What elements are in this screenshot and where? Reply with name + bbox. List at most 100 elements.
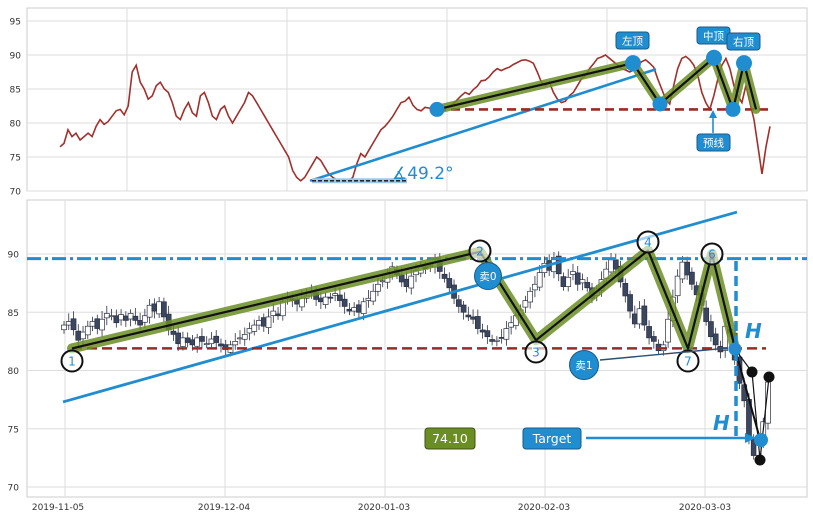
candle-body xyxy=(184,337,191,343)
pattern-point-label: 2 xyxy=(476,245,484,259)
candle-body xyxy=(265,316,272,328)
candle-body xyxy=(327,296,334,299)
candle-body xyxy=(175,332,182,345)
middle-top-label: 中顶 xyxy=(703,30,724,43)
top-y-tick-label: 90 xyxy=(10,52,22,62)
pattern-point-circle xyxy=(676,349,700,373)
price-box-label: 74.10 xyxy=(432,431,468,446)
pattern-point-label: 4 xyxy=(644,236,652,250)
h-label-lower: H xyxy=(713,411,730,435)
candle-body xyxy=(584,282,591,289)
candle-body xyxy=(80,331,86,340)
candle-body xyxy=(203,343,210,346)
candle-body xyxy=(118,314,124,321)
candle-body xyxy=(479,329,486,333)
top-pattern-point xyxy=(706,49,722,66)
candle-body xyxy=(332,293,338,296)
candle-body xyxy=(199,336,205,342)
candle-body xyxy=(379,280,386,283)
top-plot-area xyxy=(26,7,808,192)
candle-body xyxy=(489,339,495,342)
pattern-point-label: 6 xyxy=(708,248,716,262)
pattern-point-label: 1 xyxy=(68,355,76,369)
candle-body xyxy=(641,305,648,326)
candle-body xyxy=(674,275,681,297)
top-trend-line xyxy=(309,68,657,183)
right-top-label-box xyxy=(726,32,761,51)
bottom-y-tick-label: 80 xyxy=(8,367,20,377)
candle-body xyxy=(608,259,614,273)
warning-arrow-head xyxy=(709,110,717,118)
angle-label: ∡49.2° xyxy=(392,164,454,184)
candle-body xyxy=(565,276,572,287)
candle-body xyxy=(579,279,586,284)
price-line xyxy=(59,54,771,183)
candle-body xyxy=(270,310,277,316)
left-top-label: 左顶 xyxy=(622,35,643,48)
top-pattern-point xyxy=(652,96,668,112)
candle-body xyxy=(132,315,139,321)
candle-body xyxy=(408,275,415,289)
candle-body xyxy=(208,338,215,345)
bottom-y-tick-label: 85 xyxy=(8,309,19,319)
candle-body xyxy=(684,261,690,276)
candle-body xyxy=(260,317,267,327)
post-break-path xyxy=(734,348,770,461)
candle-body xyxy=(156,301,162,315)
top-pattern-point xyxy=(625,55,641,72)
top-y-tick-label: 85 xyxy=(10,86,21,96)
x-tick-label: 2019-12-04 xyxy=(198,503,251,513)
candle-body xyxy=(70,318,77,331)
pattern-point-label: 7 xyxy=(684,355,692,369)
pattern-point-circle xyxy=(700,242,724,266)
candle-body xyxy=(298,297,305,308)
candle-body xyxy=(708,321,714,338)
candle-body xyxy=(498,337,505,339)
candle-body xyxy=(508,322,514,328)
x-tick-label: 2020-01-03 xyxy=(358,503,410,513)
candle-body xyxy=(631,313,638,325)
candle-body xyxy=(341,298,348,307)
candle-body xyxy=(318,297,324,303)
candle-body xyxy=(142,315,148,323)
candle-body xyxy=(536,272,543,288)
candle-body xyxy=(170,330,177,335)
candle-body xyxy=(346,308,353,312)
candle-body xyxy=(646,326,652,339)
candle-body xyxy=(322,296,329,305)
candle-body xyxy=(689,271,695,285)
candle-body xyxy=(665,318,671,343)
candle-body xyxy=(137,320,143,326)
bottom-y-tick-label: 75 xyxy=(8,425,19,435)
candle-body xyxy=(251,324,258,332)
top-pattern-point xyxy=(725,101,741,117)
pattern-point-circle xyxy=(60,349,84,373)
candle-body xyxy=(560,276,567,287)
candle-body xyxy=(612,259,619,270)
pattern-point-circle xyxy=(468,239,492,263)
candle-body xyxy=(65,321,72,326)
left-top-label-box xyxy=(615,31,650,50)
candle-body xyxy=(237,337,243,340)
target-point-marker xyxy=(754,433,768,447)
target-box xyxy=(522,427,582,450)
candle-body xyxy=(465,314,472,318)
candle-body xyxy=(246,328,253,334)
bottom-trend-line xyxy=(62,210,738,404)
top-y-tick-label: 70 xyxy=(10,188,22,198)
sell1-pointer xyxy=(599,347,729,361)
candle-body xyxy=(375,283,381,292)
candle-body xyxy=(403,278,410,287)
pattern-point-label: 3 xyxy=(532,346,540,360)
candle-body xyxy=(275,313,281,317)
x-tick-label: 2019-11-05 xyxy=(32,503,84,513)
break-point-marker xyxy=(728,342,742,356)
candle-body xyxy=(370,290,377,302)
candle-body xyxy=(712,333,719,346)
candle-body xyxy=(75,330,82,341)
top-y-tick-label: 95 xyxy=(10,18,21,28)
top-y-tick-label: 80 xyxy=(10,120,22,130)
bottom-panel: 2019-11-05 2019-12-04 2020-01-03 2020-02-03… xyxy=(8,199,808,513)
